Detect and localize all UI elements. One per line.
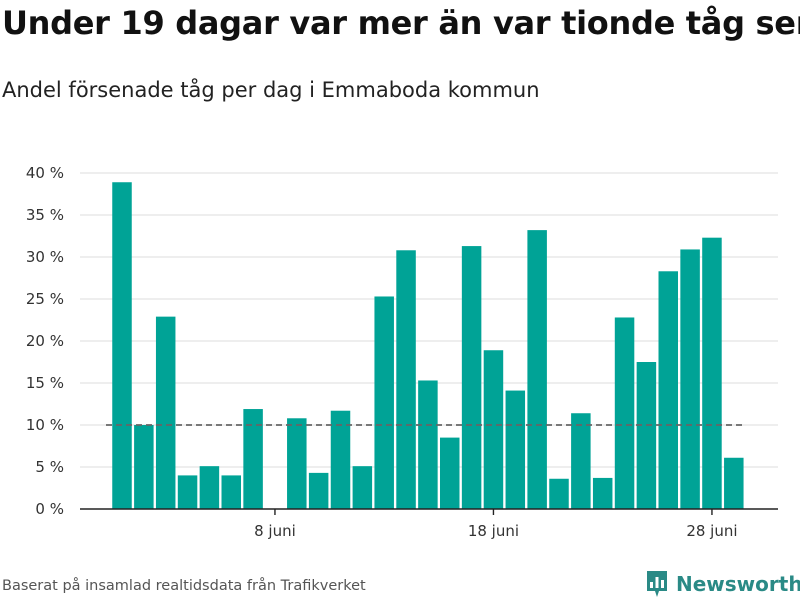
bar: [680, 249, 700, 509]
bar: [199, 466, 220, 509]
x-tick-label: 8 juni: [254, 522, 296, 540]
bar: [592, 477, 613, 509]
bar: [352, 466, 373, 509]
bar: [440, 437, 460, 509]
brand-name: Newsworthy: [676, 572, 800, 596]
bar: [658, 271, 678, 509]
y-tick-label: 15 %: [26, 374, 64, 392]
bar: [112, 182, 132, 510]
y-tick-label: 0 %: [35, 500, 64, 518]
bar: [571, 413, 591, 509]
bar: [243, 409, 263, 509]
axes: 0 % 5 % 10 % 15 % 20 % 25 % 30 % 35 % 40 % 8 juni…: [26, 164, 778, 540]
bar: [724, 457, 744, 509]
bar: [330, 410, 351, 509]
x-tick-label: 18 juni: [468, 522, 519, 540]
bar: [287, 418, 307, 509]
bar: [396, 250, 416, 509]
y-tick-label: 30 %: [26, 248, 64, 266]
source-note: Baserat på insamlad realtidsdata från Tr…: [2, 578, 366, 594]
bar: [374, 296, 394, 509]
brand-logo: Newsworthy: [645, 568, 800, 600]
bar: [614, 317, 635, 509]
bar: [221, 475, 241, 509]
bar: [483, 350, 504, 509]
bar: [527, 230, 547, 509]
bar: [636, 362, 657, 509]
bar: [177, 475, 198, 509]
bar: [505, 390, 526, 509]
bar-chart: 0 % 5 % 10 % 15 % 20 % 25 % 30 % 35 % 40 % 8 juni…: [26, 164, 778, 540]
x-tick-label: 28 juni: [686, 522, 737, 540]
chart-title: Under 19 dagar var mer än var tionde tåg…: [2, 4, 800, 42]
y-tick-label: 25 %: [26, 290, 64, 308]
y-tick-label: 35 %: [26, 206, 64, 224]
bar: [702, 237, 722, 509]
y-tick-label: 10 %: [26, 416, 64, 434]
chart-subtitle: Andel försenade tåg per dag i Emmaboda k…: [2, 78, 540, 102]
y-tick-label: 5 %: [35, 458, 64, 476]
bar: [155, 316, 176, 509]
y-tick-label: 40 %: [26, 164, 64, 182]
bar: [308, 472, 329, 509]
bar: [134, 425, 154, 509]
bar: [461, 246, 482, 509]
bar: [418, 380, 438, 509]
bars: [112, 182, 744, 510]
bar: [549, 478, 569, 509]
y-tick-label: 20 %: [26, 332, 64, 350]
bar-chart-logo-icon: [647, 571, 667, 597]
